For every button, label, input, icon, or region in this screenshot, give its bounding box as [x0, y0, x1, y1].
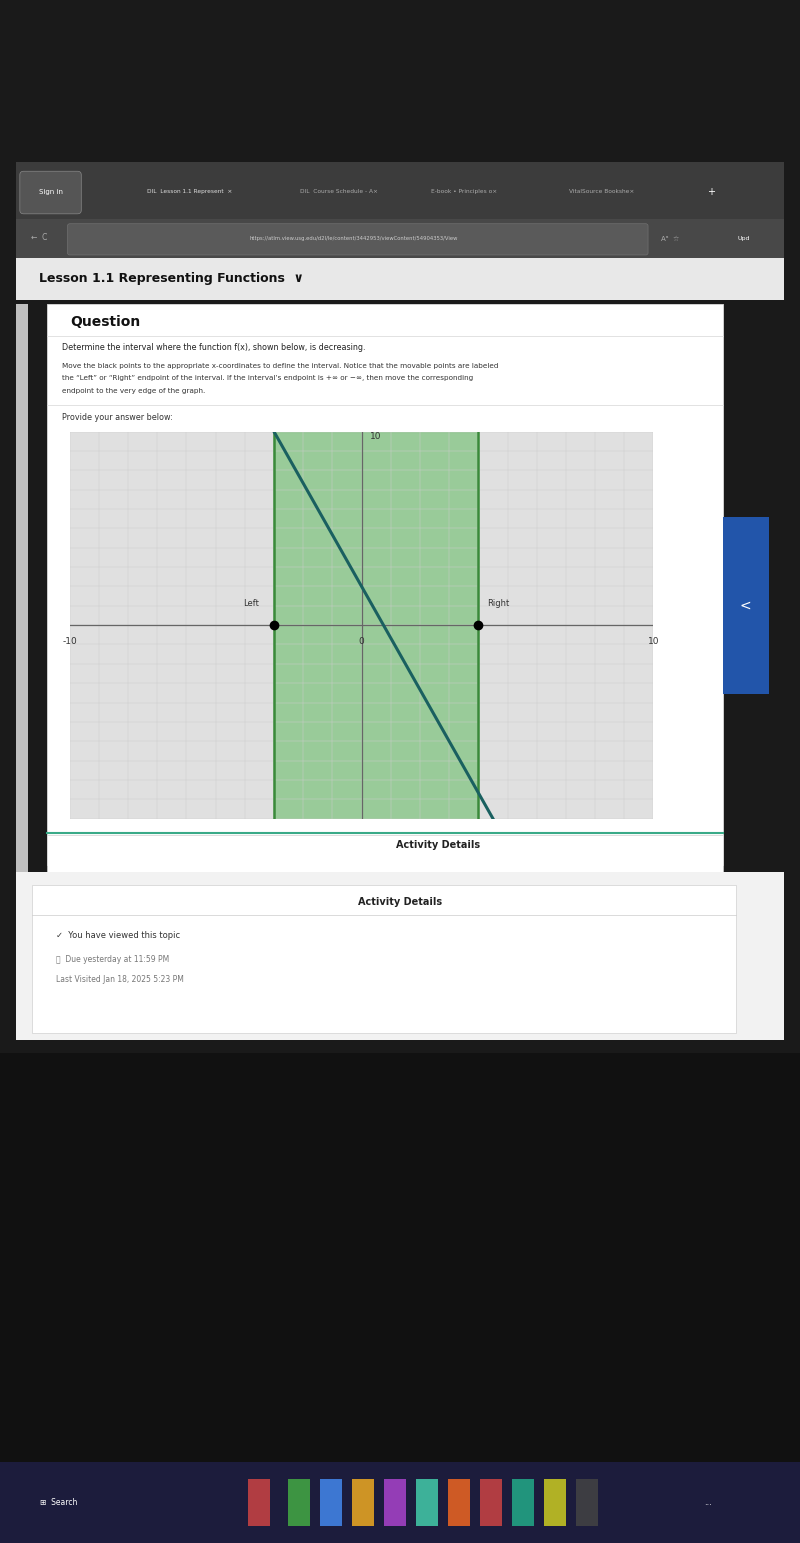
Text: Aᵃ  ☆: Aᵃ ☆ [661, 236, 679, 242]
Bar [448, 1480, 470, 1526]
Text: https://atlm.view.usg.edu/d2l/le/content/3442953/viewContent/54904353/View: https://atlm.view.usg.edu/d2l/le/content… [250, 236, 458, 241]
Text: VitalSource Bookshe×: VitalSource Bookshe× [569, 190, 634, 194]
Text: ⏰  Due yesterday at 11:59 PM: ⏰ Due yesterday at 11:59 PM [56, 955, 170, 963]
Text: Left: Left [243, 599, 259, 608]
Bar [722, 517, 769, 694]
Text: Determine the interval where the function f(x), shown below, is decreasing.: Determine the interval where the functio… [62, 344, 366, 352]
Text: ←  C: ← C [31, 233, 48, 242]
Text: Sign in: Sign in [38, 188, 62, 194]
Bar [416, 1480, 438, 1526]
Text: ✓  You have viewed this topic: ✓ You have viewed this topic [56, 930, 180, 940]
Bar [384, 1480, 406, 1526]
Text: Activity Details: Activity Details [396, 839, 481, 850]
Bar [352, 1480, 374, 1526]
Text: <: < [740, 599, 751, 613]
Bar [32, 886, 736, 1032]
Bar [288, 1480, 310, 1526]
Bar [480, 1480, 502, 1526]
Text: ...: ... [704, 1498, 712, 1508]
Bar [46, 304, 722, 864]
Bar [544, 1480, 566, 1526]
Text: +: + [707, 187, 715, 198]
Text: -10: -10 [62, 637, 77, 647]
Bar [0, 1052, 800, 1543]
Text: Last Visited Jan 18, 2025 5:23 PM: Last Visited Jan 18, 2025 5:23 PM [56, 975, 184, 984]
Text: Upd: Upd [738, 236, 750, 241]
Bar [248, 1480, 270, 1526]
Text: Provide your answer below:: Provide your answer below: [62, 414, 173, 423]
Text: 10: 10 [370, 432, 382, 441]
Bar [320, 1480, 342, 1526]
Text: 0: 0 [358, 637, 365, 647]
Text: Right: Right [487, 599, 510, 608]
Bar [274, 432, 478, 818]
Text: Lesson 1.1 Representing Functions  ∨: Lesson 1.1 Representing Functions ∨ [39, 272, 304, 285]
Bar [16, 219, 784, 258]
FancyBboxPatch shape [20, 171, 82, 214]
Text: the “Left” or “Right” endpoint of the interval. If the interval’s endpoint is +∞: the “Left” or “Right” endpoint of the in… [62, 375, 474, 381]
Text: DIL  Lesson 1.1 Represent  ×: DIL Lesson 1.1 Represent × [146, 190, 232, 194]
Bar [16, 872, 784, 1040]
Bar [0, 1463, 800, 1543]
Bar [576, 1480, 598, 1526]
Text: Question: Question [70, 315, 140, 329]
Text: ⊞  Search: ⊞ Search [40, 1498, 78, 1508]
Text: endpoint to the very edge of the graph.: endpoint to the very edge of the graph. [62, 387, 206, 393]
Bar [16, 162, 784, 219]
Bar [16, 304, 27, 872]
Text: 10: 10 [648, 637, 659, 647]
Bar [46, 835, 722, 872]
Text: Move the black points to the appropriate x-coordinates to define the interval. N: Move the black points to the appropriate… [62, 364, 498, 369]
Text: E-book • Principles o×: E-book • Principles o× [430, 190, 497, 194]
Text: Activity Details: Activity Details [358, 896, 442, 907]
Bar [512, 1480, 534, 1526]
FancyBboxPatch shape [67, 224, 648, 255]
Text: DIL  Course Schedule - A×: DIL Course Schedule - A× [300, 190, 378, 194]
Bar [16, 258, 784, 301]
